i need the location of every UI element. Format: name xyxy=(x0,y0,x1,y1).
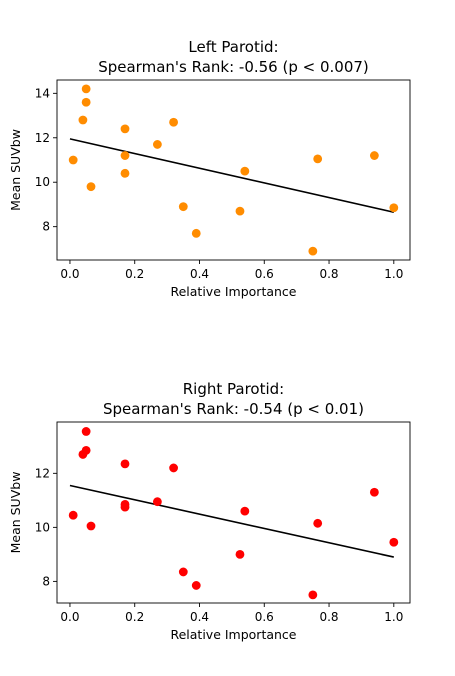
y-axis-label: Mean SUVbw xyxy=(8,472,23,554)
chart-1: Left Parotid: Spearman's Rank: -0.56 (p <… xyxy=(8,38,411,299)
x-tick-label: 0.0 xyxy=(60,610,79,624)
data-point xyxy=(152,140,162,149)
data-point xyxy=(120,151,130,160)
x-tick-label: 1.0 xyxy=(384,267,403,281)
data-point xyxy=(389,203,399,213)
data-point xyxy=(389,537,399,547)
chart-subtitle: Spearman's Rank: -0.54 (p < 0.01) xyxy=(103,400,364,418)
data-point xyxy=(81,97,91,107)
data-point xyxy=(169,463,178,473)
data-point xyxy=(120,502,130,512)
data-point xyxy=(86,521,96,531)
data-point xyxy=(313,518,323,528)
data-point xyxy=(120,124,130,134)
x-tick-label: 0.0 xyxy=(60,267,79,281)
data-point xyxy=(78,115,88,125)
chart-title: Right Parotid: xyxy=(183,380,284,398)
plot-frame xyxy=(56,421,411,604)
x-axis-label: Relative Importance xyxy=(170,284,296,299)
data-point xyxy=(81,445,91,455)
x-tick-label: 0.2 xyxy=(125,267,144,281)
data-point xyxy=(68,155,78,165)
data-point xyxy=(81,427,91,436)
data-point xyxy=(178,567,188,577)
data-point xyxy=(178,202,188,212)
data-point xyxy=(191,228,201,238)
data-point xyxy=(308,246,318,256)
data-point xyxy=(235,549,245,559)
x-tick-label: 0.6 xyxy=(255,610,274,624)
data-point xyxy=(68,510,78,520)
x-tick-label: 0.6 xyxy=(255,267,274,281)
plot-frame xyxy=(56,79,411,261)
y-tick-label: 8 xyxy=(42,574,50,588)
data-point xyxy=(240,166,250,176)
data-point xyxy=(308,590,318,600)
chart-subtitle: Spearman's Rank: -0.56 (p < 0.007) xyxy=(98,58,369,76)
y-tick-label: 12 xyxy=(35,131,50,145)
data-point xyxy=(86,182,96,192)
regression-line xyxy=(69,138,394,214)
y-tick-label: 8 xyxy=(42,220,50,234)
data-point xyxy=(369,151,379,160)
chart-title: Left Parotid: xyxy=(188,38,278,56)
x-tick-label: 0.2 xyxy=(125,610,144,624)
data-point xyxy=(120,168,130,178)
y-axis-label: Mean SUVbw xyxy=(8,129,23,211)
x-axis-label: Relative Importance xyxy=(170,627,296,642)
x-tick-label: 0.8 xyxy=(319,267,338,281)
y-tick-label: 12 xyxy=(35,466,50,480)
y-tick-label: 10 xyxy=(35,520,50,534)
x-tick-label: 1.0 xyxy=(384,610,403,624)
x-tick-label: 0.4 xyxy=(190,267,209,281)
data-point xyxy=(240,506,250,516)
data-point xyxy=(191,581,201,590)
regression-line xyxy=(69,484,394,558)
data-point xyxy=(235,206,245,216)
x-tick-label: 0.8 xyxy=(319,610,338,624)
data-point xyxy=(169,117,178,127)
data-point xyxy=(369,487,379,497)
data-point xyxy=(81,84,91,94)
y-tick-label: 10 xyxy=(35,175,50,189)
y-tick-label: 14 xyxy=(35,86,50,100)
data-point xyxy=(120,459,130,469)
data-point xyxy=(313,154,323,164)
x-tick-label: 0.4 xyxy=(190,610,209,624)
chart-2: Right Parotid: Spearman's Rank: -0.54 (p … xyxy=(8,380,411,642)
data-point xyxy=(152,497,162,507)
